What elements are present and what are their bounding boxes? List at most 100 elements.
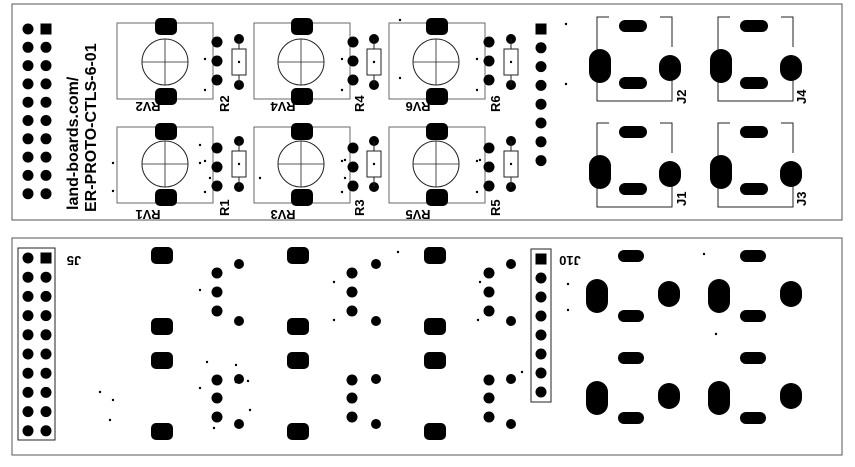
pot-pin-pad <box>346 286 358 298</box>
rv4-label: RV4 <box>270 99 296 114</box>
r6-label: R6 <box>488 95 503 112</box>
pot-pin-pad <box>483 374 495 386</box>
header-pin <box>535 348 547 360</box>
marker-dot <box>564 22 568 26</box>
svg-text:ER-PROTO-CTLS-6-01: ER-PROTO-CTLS-6-01 <box>83 43 100 212</box>
pot-mount-pad <box>424 352 446 369</box>
pot-pin-pad <box>483 161 495 173</box>
via-dot <box>332 280 336 284</box>
jack-pad-left <box>708 381 730 415</box>
pot-pin-pad <box>211 392 223 404</box>
pot-pin-pad <box>211 36 223 48</box>
jack-pad-top <box>740 250 766 262</box>
via-dot <box>198 386 202 390</box>
header-pin <box>40 96 52 108</box>
jack-pad-left <box>586 381 608 415</box>
via-dot <box>111 189 115 193</box>
pot-pin-pad <box>211 305 223 317</box>
header-pin <box>40 386 52 398</box>
jack-pad-top <box>740 20 768 32</box>
rv3-label: RV3 <box>270 207 295 222</box>
pot-pin-pad <box>211 180 223 192</box>
pot-mount-pad <box>151 423 173 440</box>
jack-pad-right <box>780 161 802 187</box>
resistor-dot <box>372 162 376 166</box>
j3-label: J3 <box>794 192 809 206</box>
jack-pad-right <box>659 55 681 81</box>
jack-outline <box>717 16 794 102</box>
marker-dot <box>340 190 344 194</box>
header-pin <box>40 41 52 53</box>
header-pin <box>535 272 547 284</box>
jack-outline <box>596 122 673 208</box>
header-pin <box>40 290 52 302</box>
via-dot <box>476 318 480 322</box>
pot-mount-pad <box>155 18 177 35</box>
bottom-right-header-1x8 <box>530 248 552 403</box>
pot-mount-pad <box>291 88 313 105</box>
header-pin <box>22 252 34 264</box>
pot-pin-pad <box>483 142 495 154</box>
jack-pad-right <box>780 55 802 81</box>
via-dot <box>205 360 209 364</box>
jack-pad-bottom <box>740 77 768 89</box>
pot-mount-pad <box>426 88 448 105</box>
header-pin <box>535 291 547 303</box>
j4-label: J4 <box>794 89 809 104</box>
pot-pin-pad <box>347 74 359 86</box>
header-pin <box>22 151 34 163</box>
top-right-header-1x8 <box>535 22 568 167</box>
jack-pad-top <box>618 352 644 364</box>
pot-mount-pad <box>426 189 448 206</box>
r1-label: R1 <box>217 199 232 216</box>
jack-outline <box>717 122 794 208</box>
header-pin <box>535 117 547 129</box>
header-pin <box>22 115 34 126</box>
jack-pad-bottom <box>740 183 768 195</box>
jack-pad-left <box>586 279 608 313</box>
header-pin <box>22 310 34 322</box>
board-name-text: ER-PROTO-CTLS-6-01 <box>83 43 100 212</box>
pot-mount-pad <box>424 423 446 440</box>
via-dot <box>332 318 336 322</box>
pot-pin-pad <box>483 180 495 192</box>
rv6-label: RV6 <box>405 99 430 114</box>
j1-label: J1 <box>674 192 689 206</box>
pot-mount-pad <box>287 423 309 440</box>
via-dot <box>398 18 402 22</box>
resistor-pad <box>234 259 244 269</box>
jack-pad-top <box>619 126 647 138</box>
via-dot <box>111 161 115 165</box>
resistor-pad <box>506 374 516 384</box>
jack-pad-right <box>658 281 680 307</box>
header-pin <box>40 329 52 341</box>
header-pin <box>40 133 52 145</box>
jack-outline <box>660 16 673 47</box>
header-pin <box>40 60 52 72</box>
pot-mount-pad <box>291 18 313 35</box>
pot-mount-pad <box>155 88 177 105</box>
jack-pad-left <box>710 155 732 189</box>
via-dot <box>350 288 354 292</box>
bottom-pads <box>151 247 802 440</box>
header-pin <box>40 406 52 418</box>
jack-pad-left <box>710 49 732 83</box>
marker-dot <box>203 190 207 194</box>
j2-label: J2 <box>674 90 689 104</box>
pot-pin-pad <box>483 392 495 404</box>
jack-pad-left <box>708 279 730 313</box>
header-pin <box>22 290 34 302</box>
pot-pin-pad <box>483 411 495 423</box>
via-dot <box>198 288 202 292</box>
header-pin <box>40 425 52 437</box>
header-pin <box>535 136 547 148</box>
jack-outline <box>660 122 673 153</box>
jack-pad-left <box>589 155 611 189</box>
header-pin-1 <box>40 252 52 264</box>
via-dot <box>398 76 402 80</box>
pot-pin-pad <box>483 36 495 48</box>
resistor-dot <box>237 162 241 166</box>
jack-pad-top <box>618 250 644 262</box>
jack-outline <box>781 16 794 47</box>
